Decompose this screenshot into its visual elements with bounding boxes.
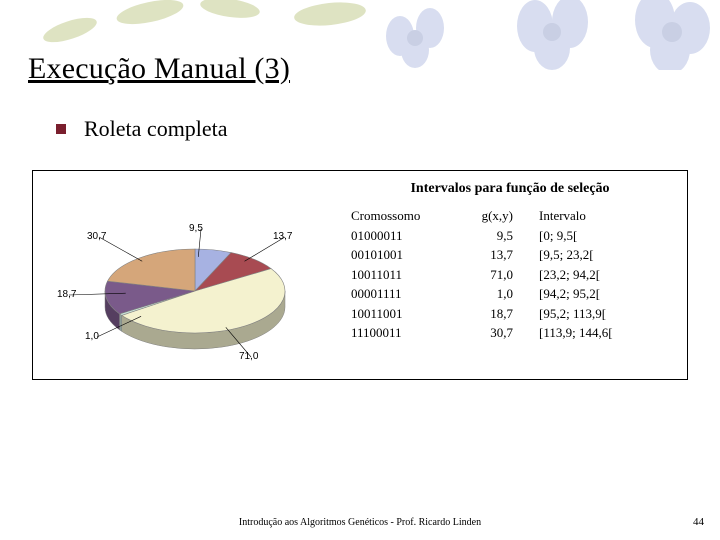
cell-interval: [9,5; 23,2[ [539,246,673,264]
interval-table: Intervalos para função de seleção Cromos… [347,181,673,371]
pie-slice-label: 18,7 [57,289,76,300]
page-number: 44 [693,516,704,528]
cell-interval: [113,9; 144,6[ [539,324,673,342]
cell-gxy: 13,7 [463,246,533,264]
cell-gxy: 71,0 [463,266,533,284]
col-header: g(x,y) [463,207,533,225]
pie-slice-label: 1,0 [85,331,99,342]
bullet-text: Roleta completa [84,116,228,142]
footer-text: Introdução aos Algoritmos Genéticos - Pr… [0,517,720,528]
pie-slice-label: 30,7 [87,231,106,242]
cell-gxy: 1,0 [463,285,533,303]
bullet-square-icon [56,124,66,134]
col-header: Intervalo [539,207,673,225]
cell-interval: [94,2; 95,2[ [539,285,673,303]
cell-gxy: 30,7 [463,324,533,342]
cell-chromosome: 00001111 [347,285,457,303]
cell-interval: [95,2; 113,9[ [539,305,673,323]
cell-gxy: 9,5 [463,227,533,245]
pie-chart: 9,5 13,7 71,0 1,0 18,7 30,7 [39,181,339,371]
cell-chromosome: 11100011 [347,324,457,342]
cell-chromosome: 10011001 [347,305,457,323]
pie-slice-label: 13,7 [273,231,292,242]
cell-chromosome: 00101001 [347,246,457,264]
cell-interval: [23,2; 94,2[ [539,266,673,284]
col-header: Cromossomo [347,207,457,225]
pie-slice-label: 71,0 [239,351,258,362]
bullet-item: Roleta completa [56,116,692,142]
content-panel: 9,513,771,01,018,730,7 Intervalos para f… [32,170,688,380]
cell-chromosome: 10011011 [347,266,457,284]
cell-chromosome: 01000011 [347,227,457,245]
cell-interval: [0; 9,5[ [539,227,673,245]
table-title: Intervalos para função de seleção [347,181,673,197]
slide-content: Execução Manual (3) Roleta completa 9,51… [0,0,720,380]
pie-slice-label: 9,5 [189,223,203,234]
slide-title: Execução Manual (3) [28,52,692,86]
cell-gxy: 18,7 [463,305,533,323]
